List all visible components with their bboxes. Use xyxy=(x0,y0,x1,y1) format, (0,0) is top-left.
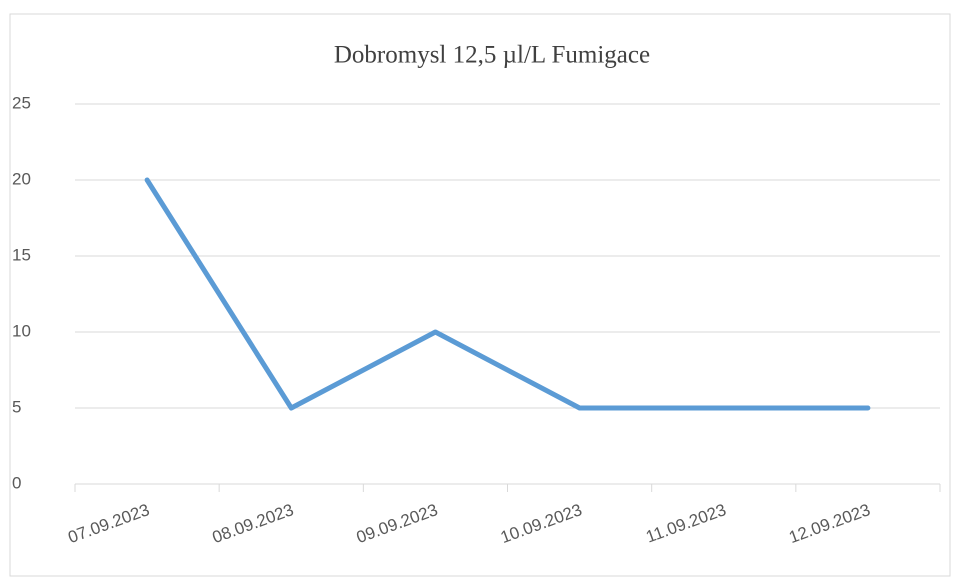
y-tick-label: 15 xyxy=(12,245,31,264)
chart-title: Dobromysl 12,5 µl/L Fumigace xyxy=(334,42,650,69)
line-series xyxy=(144,177,871,411)
y-tick-label: 5 xyxy=(12,397,21,416)
y-tick-label: 25 xyxy=(12,93,31,112)
y-tick-label: 0 xyxy=(12,473,21,492)
y-tick-label: 10 xyxy=(12,321,31,340)
chart-border xyxy=(9,13,951,577)
y-tick-label: 20 xyxy=(12,169,31,188)
